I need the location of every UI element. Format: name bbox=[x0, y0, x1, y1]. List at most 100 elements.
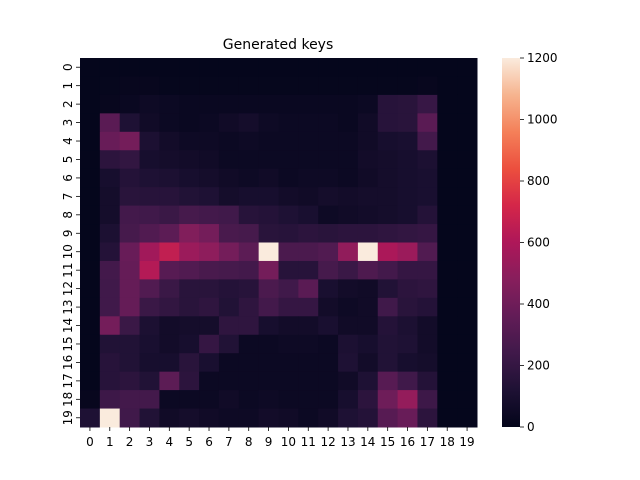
y-tick-label: 18 bbox=[61, 392, 75, 407]
heatmap-cell bbox=[457, 168, 478, 188]
heatmap-cell bbox=[357, 131, 379, 151]
heatmap-cell bbox=[377, 168, 399, 188]
x-tick-label: 19 bbox=[459, 435, 474, 449]
heatmap-cell bbox=[218, 224, 240, 243]
y-tick-label: 5 bbox=[61, 156, 75, 164]
heatmap-cell bbox=[139, 94, 160, 114]
heatmap-cell bbox=[318, 316, 339, 336]
x-tick-label: 7 bbox=[225, 435, 233, 449]
heatmap-cell bbox=[258, 408, 279, 428]
heatmap-cell bbox=[457, 390, 478, 410]
heatmap-cell bbox=[238, 224, 260, 243]
heatmap-cell bbox=[99, 279, 121, 299]
heatmap-cell bbox=[119, 187, 141, 207]
heatmap-cell bbox=[278, 353, 299, 373]
heatmap-cell bbox=[417, 76, 438, 96]
heatmap-cell bbox=[357, 187, 379, 207]
colorbar-tick-label: 1200 bbox=[527, 51, 558, 65]
heatmap-cell bbox=[397, 408, 418, 428]
y-tick-label: 15 bbox=[61, 336, 75, 351]
heatmap-cell bbox=[80, 150, 101, 170]
heatmap-cell bbox=[457, 408, 478, 428]
heatmap-cell bbox=[139, 353, 160, 373]
heatmap-cell bbox=[298, 58, 319, 77]
heatmap-cell bbox=[417, 390, 438, 410]
x-tick-label: 3 bbox=[146, 435, 154, 449]
heatmap-cell bbox=[179, 408, 200, 428]
heatmap-cell bbox=[318, 131, 339, 151]
heatmap-cell bbox=[199, 150, 220, 170]
heatmap-cell bbox=[159, 408, 180, 428]
heatmap-cell bbox=[218, 334, 240, 354]
heatmap-cell bbox=[298, 353, 319, 373]
heatmap-cell bbox=[159, 187, 180, 207]
heatmap-cell bbox=[99, 131, 121, 151]
heatmap-cell bbox=[80, 113, 101, 133]
colorbar bbox=[502, 58, 520, 427]
heatmap-cell bbox=[338, 316, 359, 336]
heatmap-cell bbox=[417, 297, 438, 317]
heatmap-cell bbox=[238, 371, 260, 391]
heatmap-cell bbox=[218, 113, 240, 133]
heatmap-cell bbox=[437, 390, 458, 410]
x-tick-label: 10 bbox=[281, 435, 296, 449]
heatmap-cell bbox=[179, 94, 200, 114]
heatmap-cell bbox=[218, 297, 240, 317]
x-tick-label: 4 bbox=[166, 435, 174, 449]
heatmap-cell bbox=[338, 260, 359, 280]
heatmap-cell bbox=[99, 205, 121, 225]
heatmap-cell bbox=[417, 168, 438, 188]
heatmap-cell bbox=[318, 353, 339, 373]
heatmap-cell bbox=[298, 316, 319, 336]
y-tick-label: 2 bbox=[61, 100, 75, 108]
heatmap-cell bbox=[199, 224, 220, 243]
heatmap-cell bbox=[457, 260, 478, 280]
heatmap-cell bbox=[119, 316, 141, 336]
heatmap-cell bbox=[357, 76, 379, 96]
heatmap-cell bbox=[377, 150, 399, 170]
heatmap-cell bbox=[119, 334, 141, 354]
heatmap-cell bbox=[397, 131, 418, 151]
y-tick-label: 19 bbox=[61, 410, 75, 425]
heatmap-cell bbox=[159, 150, 180, 170]
heatmap-cell bbox=[377, 224, 399, 243]
heatmap-cell bbox=[457, 353, 478, 373]
heatmap-cell bbox=[258, 205, 279, 225]
y-tick-label: 10 bbox=[61, 244, 75, 259]
heatmap-cell bbox=[357, 353, 379, 373]
x-tick-label: 13 bbox=[340, 435, 355, 449]
heatmap-cell bbox=[338, 371, 359, 391]
heatmap-cell bbox=[119, 371, 141, 391]
x-tick-label: 8 bbox=[245, 435, 253, 449]
heatmap-cell bbox=[199, 131, 220, 151]
x-tick-label: 11 bbox=[301, 435, 316, 449]
heatmap-cell bbox=[318, 260, 339, 280]
heatmap-cell bbox=[338, 205, 359, 225]
heatmap-cell bbox=[199, 187, 220, 207]
heatmap-cell bbox=[139, 150, 160, 170]
y-tick-label: 6 bbox=[61, 174, 75, 182]
heatmap-cell bbox=[278, 131, 299, 151]
heatmap-cell bbox=[159, 390, 180, 410]
heatmap-cell bbox=[377, 131, 399, 151]
heatmap-cell bbox=[218, 94, 240, 114]
y-tick-label: 14 bbox=[61, 318, 75, 333]
heatmap-cell bbox=[218, 353, 240, 373]
heatmap-cell bbox=[199, 168, 220, 188]
heatmap-cell bbox=[417, 353, 438, 373]
heatmap-cell bbox=[397, 94, 418, 114]
heatmap-cell bbox=[139, 58, 160, 77]
y-tick-label: 3 bbox=[61, 119, 75, 127]
heatmap-cell bbox=[159, 76, 180, 96]
heatmap-cell bbox=[218, 242, 240, 262]
heatmap-cell bbox=[99, 168, 121, 188]
heatmap-cell bbox=[437, 187, 458, 207]
heatmap-cell bbox=[199, 94, 220, 114]
heatmap-cell bbox=[357, 224, 379, 243]
heatmap-cell bbox=[357, 58, 379, 77]
heatmap-cell bbox=[238, 58, 260, 77]
heatmap-cell bbox=[99, 297, 121, 317]
heatmap-cell bbox=[298, 224, 319, 243]
heatmap-cell bbox=[298, 150, 319, 170]
heatmap-cell bbox=[437, 131, 458, 151]
